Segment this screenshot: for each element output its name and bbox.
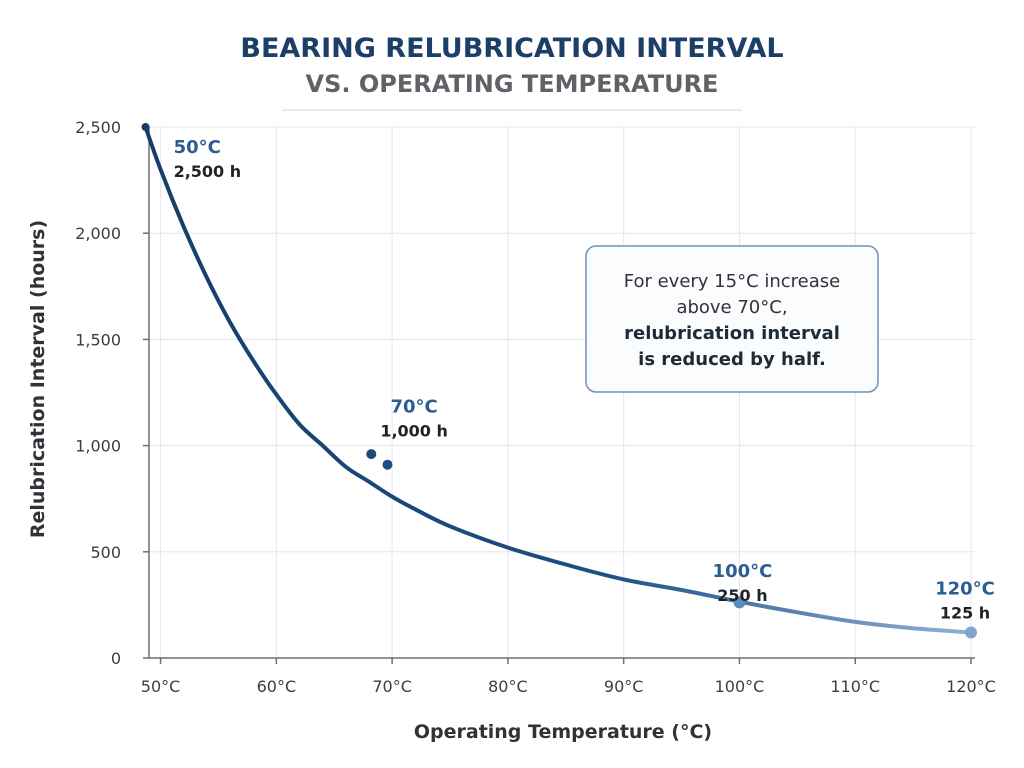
data-markers <box>141 123 977 639</box>
annotation-box: For every 15°C increase above 70°C, relu… <box>585 245 879 393</box>
data-point-marker <box>366 449 377 460</box>
y-tick-label: 0 <box>111 649 121 668</box>
x-tick-label: 90°C <box>604 677 644 696</box>
point-label-temp: 120°C <box>935 578 995 599</box>
x-tick-label: 110°C <box>830 677 880 696</box>
x-tick-label: 100°C <box>715 677 765 696</box>
chart-subtitle: VS. OPERATING TEMPERATURE <box>306 70 719 98</box>
y-tick-label: 500 <box>90 543 121 562</box>
annotation-line-4: is reduced by half. <box>638 349 826 370</box>
annotation-line-3: relubrication interval <box>624 323 840 344</box>
y-tick-label: 2,500 <box>75 118 121 137</box>
y-tick-labels: 0 500 1,000 1,500 2,000 2,500 <box>75 118 149 668</box>
point-label-temp: 100°C <box>713 561 773 582</box>
x-axis-label: Operating Temperature (°C) <box>414 721 712 743</box>
x-tick-label: 120°C <box>946 677 996 696</box>
x-tick-label: 80°C <box>488 677 528 696</box>
x-tick-label: 60°C <box>257 677 297 696</box>
y-tick-label: 1,000 <box>75 437 121 456</box>
point-label-hours: 250 h <box>717 586 767 605</box>
data-point-marker <box>965 626 977 639</box>
x-tick-labels: 50°C 60°C 70°C 80°C 90°C 100°C 110°C 120°C <box>141 658 996 696</box>
data-point-marker <box>733 596 746 609</box>
point-label-temp: 50°C <box>174 137 221 158</box>
point-label-hours: 2,500 h <box>174 162 242 181</box>
annotation-line-2: above 70°C, <box>676 297 787 318</box>
y-tick-label: 1,500 <box>75 330 121 349</box>
annotation-background <box>585 245 879 393</box>
point-label-temp: 70°C <box>390 397 437 418</box>
chart-title: BEARING RELUBRICATION INTERVAL <box>240 33 783 64</box>
x-tick-label: 70°C <box>372 677 412 696</box>
point-labels: 50°C 2,500 h 70°C 1,000 h 100°C 250 h 120°C 125… <box>174 137 995 622</box>
annotation-line-1: For every 15°C increase <box>624 271 840 292</box>
data-point-marker <box>141 123 150 131</box>
point-label-hours: 125 h <box>940 603 990 622</box>
data-point-marker <box>382 459 393 470</box>
y-axis-label: Relubrication Interval (hours) <box>27 220 49 538</box>
axes <box>148 127 975 659</box>
y-tick-label: 2,000 <box>75 224 121 243</box>
x-tick-label: 50°C <box>141 677 181 696</box>
interval-curve <box>143 125 973 635</box>
point-label-hours: 1,000 h <box>380 422 448 441</box>
